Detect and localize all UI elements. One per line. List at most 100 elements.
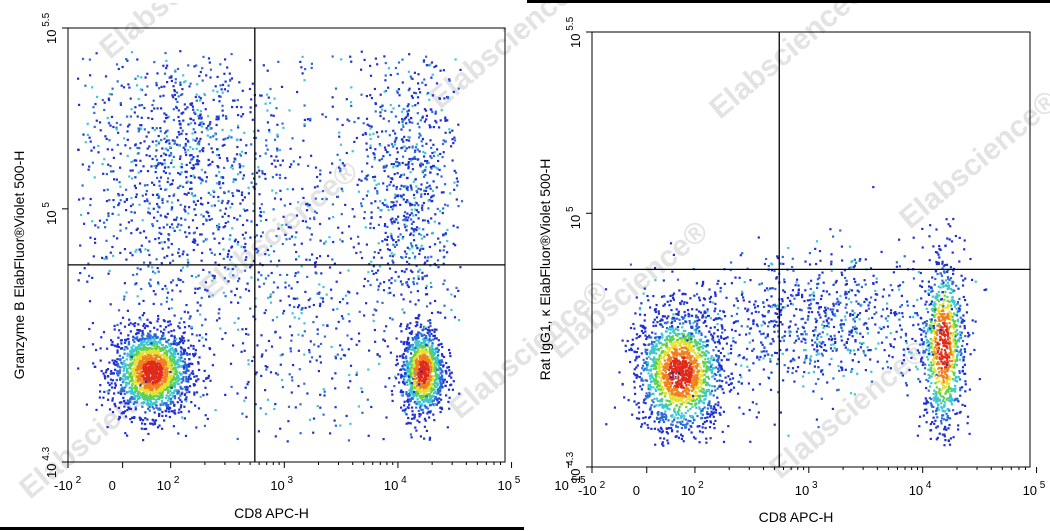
event-dot (128, 390, 131, 393)
event-dot (451, 129, 454, 132)
event-dot (114, 359, 117, 362)
event-dot (310, 233, 313, 236)
event-dot (446, 228, 449, 231)
event-dot (403, 375, 406, 378)
event-dot (176, 392, 179, 395)
event-dot (147, 354, 150, 357)
event-dot (391, 217, 394, 220)
event-dot (379, 144, 382, 147)
event-dot (424, 355, 428, 359)
event-dot (154, 170, 157, 174)
event-dot (416, 347, 419, 350)
event-dot (134, 364, 137, 367)
event-dot (199, 99, 202, 102)
event-dot (420, 374, 423, 377)
event-dot (297, 333, 300, 336)
event-dot (172, 355, 175, 359)
event-dot (356, 183, 359, 186)
event-dot (412, 357, 415, 360)
event-dot (188, 232, 191, 235)
event-dot (159, 372, 162, 375)
event-dot (401, 380, 405, 383)
event-dot (436, 358, 440, 361)
event-dot (200, 131, 203, 134)
event-dot (341, 231, 344, 234)
event-dot (408, 332, 411, 335)
event-dot (167, 377, 170, 380)
event-dot (173, 397, 177, 400)
event-dot (141, 359, 144, 362)
event-dot (137, 152, 140, 155)
event-dot (411, 203, 414, 206)
event-dot (136, 336, 139, 339)
event-dot (138, 356, 141, 360)
event-dot (199, 313, 202, 316)
event-dot (387, 292, 390, 295)
event-dot (171, 385, 175, 388)
event-dot (264, 389, 267, 392)
event-dot (435, 64, 438, 67)
event-dot (397, 227, 400, 230)
event-dot (160, 232, 163, 235)
event-dot (177, 278, 180, 281)
event-dot (126, 409, 129, 412)
event-dot (112, 170, 115, 173)
event-dot (140, 334, 143, 337)
event-dot (252, 130, 255, 133)
event-dot (414, 104, 417, 107)
event-dot (128, 318, 131, 321)
event-dot (455, 177, 458, 180)
event-dot (288, 165, 292, 169)
event-dot (446, 204, 449, 207)
event-dot (243, 349, 246, 352)
event-dot (135, 389, 138, 393)
event-dot (330, 345, 333, 348)
event-dot (209, 248, 212, 251)
event-dot (437, 369, 440, 372)
event-dot (422, 355, 425, 358)
event-dot (377, 135, 380, 138)
event-dot (442, 282, 445, 286)
event-dot (131, 387, 134, 390)
event-dot (275, 192, 278, 195)
event-dot (386, 248, 390, 251)
event-dot (167, 166, 170, 169)
event-dot (218, 182, 221, 186)
event-dot (450, 371, 453, 374)
event-dot (379, 200, 382, 203)
event-dot (451, 159, 454, 162)
event-dot (184, 148, 187, 151)
event-dot (105, 218, 108, 221)
event-dot (281, 159, 284, 162)
event-dot (437, 349, 440, 352)
event-dot (198, 95, 201, 98)
event-dot (411, 157, 414, 160)
event-dot (126, 115, 129, 118)
event-dot (456, 226, 459, 229)
event-dot (142, 364, 145, 368)
event-dot (298, 317, 301, 320)
event-dot (351, 208, 354, 211)
event-dot (386, 225, 389, 228)
event-dot (233, 321, 236, 324)
event-dot (172, 227, 175, 230)
event-dot (411, 270, 414, 274)
event-dot (370, 211, 373, 214)
event-dot (407, 70, 410, 73)
event-dot (95, 348, 98, 352)
event-dot (166, 352, 169, 355)
event-dot (145, 236, 148, 239)
event-dot (382, 289, 386, 292)
event-dot (134, 250, 137, 253)
event-dot (119, 392, 122, 396)
event-dot (142, 351, 145, 354)
event-dot (194, 122, 197, 125)
event-dot (124, 381, 127, 384)
event-dot (243, 131, 246, 134)
event-dot (402, 119, 405, 122)
event-dot (420, 195, 423, 198)
event-dot (157, 196, 160, 199)
event-dot (376, 269, 380, 272)
event-dot (236, 173, 240, 176)
event-dot (419, 395, 422, 398)
